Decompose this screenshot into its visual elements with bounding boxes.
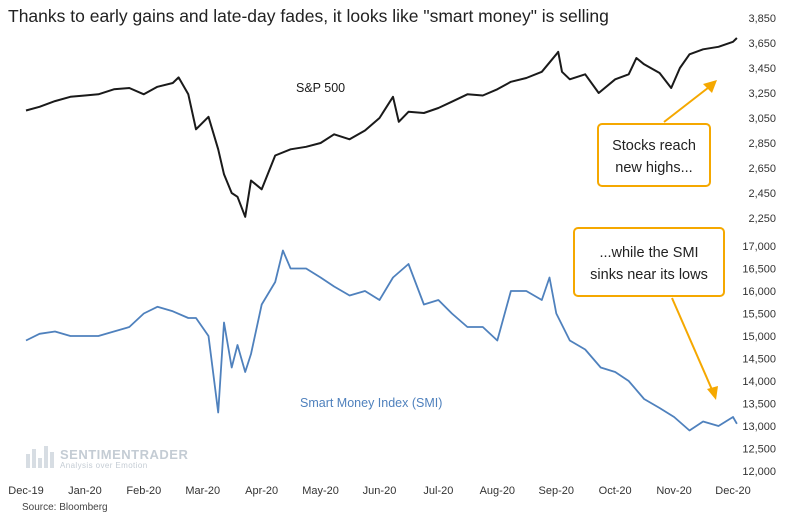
sp500-series-label: S&P 500 [296, 81, 345, 95]
callout-smi-lows-arrowhead [707, 386, 718, 400]
watermark-main: SENTIMENTRADER [60, 447, 188, 462]
sp500-series-line [25, 37, 738, 218]
sp500-y-tick-label: 3,850 [748, 13, 776, 25]
source-note: Source: Bloomberg [22, 502, 108, 513]
sp500-y-tick-label: 3,050 [748, 113, 776, 125]
smi-y-tick-label: 14,500 [742, 354, 776, 366]
callout-smi-lows-arrow [671, 297, 714, 393]
x-tick-label: Jan-20 [68, 485, 102, 497]
smi-y-tick-label: 15,500 [742, 309, 776, 321]
callout-new-highs-line-1: Stocks reach [612, 138, 696, 154]
smi-series-line [25, 249, 738, 432]
smi-y-tick-label: 14,000 [742, 376, 776, 388]
axis-layer: 3,850 3,650 3,450 3,250 3,050 2,850 2,650 2,450… [8, 13, 776, 497]
callout-new-highs: Stocks reach new highs... [597, 80, 717, 187]
x-tick-label: Dec-19 [8, 485, 43, 497]
smi-y-tick-label: 13,000 [742, 421, 776, 433]
callout-new-highs-line-2: new highs... [615, 160, 692, 176]
sp500-y-tick-label: 3,650 [748, 38, 776, 50]
smi-y-tick-label: 15,000 [742, 331, 776, 343]
smi-y-tick-label: 13,500 [742, 399, 776, 411]
x-tick-label: Apr-20 [245, 485, 278, 497]
x-tick-label: Oct-20 [599, 485, 632, 497]
smi-y-tick-label: 12,000 [742, 466, 776, 478]
smi-y-tick-label: 17,000 [742, 241, 776, 253]
sp500-y-tick-label: 2,250 [748, 213, 776, 225]
callout-new-highs-arrowhead [703, 80, 717, 93]
callout-new-highs-arrow [663, 83, 714, 123]
x-tick-label: Jun-20 [363, 485, 397, 497]
x-tick-label: Sep-20 [539, 485, 574, 497]
sp500-y-tick-label: 2,650 [748, 163, 776, 175]
x-tick-label: Jul-20 [423, 485, 453, 497]
sp500-y-tick-label: 2,850 [748, 138, 776, 150]
x-tick-label: May-20 [302, 485, 339, 497]
smi-y-tick-label: 16,000 [742, 286, 776, 298]
x-tick-label: Aug-20 [480, 485, 515, 497]
smi-y-tick-label: 16,500 [742, 264, 776, 276]
chart-title: Thanks to early gains and late-day fades… [8, 6, 609, 26]
watermark: SENTIMENTRADER Analysis over Emotion [26, 446, 188, 470]
smi-y-tick-label: 12,500 [742, 444, 776, 456]
sp500-y-tick-label: 3,450 [748, 63, 776, 75]
x-tick-label: Feb-20 [126, 485, 161, 497]
x-tick-label: Mar-20 [185, 485, 220, 497]
sp500-y-tick-label: 2,450 [748, 188, 776, 200]
callout-smi-lows: ...while the SMI sinks near its lows [573, 227, 725, 400]
smi-series-label: Smart Money Index (SMI) [300, 396, 442, 410]
x-tick-label: Dec-20 [715, 485, 750, 497]
x-tick-label: Nov-20 [656, 485, 691, 497]
plot-layer [25, 37, 738, 432]
callout-smi-lows-line-1: ...while the SMI [599, 245, 698, 261]
callout-smi-lows-line-2: sinks near its lows [590, 267, 708, 283]
watermark-sub: Analysis over Emotion [60, 461, 148, 470]
sp500-y-tick-label: 3,250 [748, 88, 776, 100]
watermark-logo-icon [26, 446, 54, 468]
